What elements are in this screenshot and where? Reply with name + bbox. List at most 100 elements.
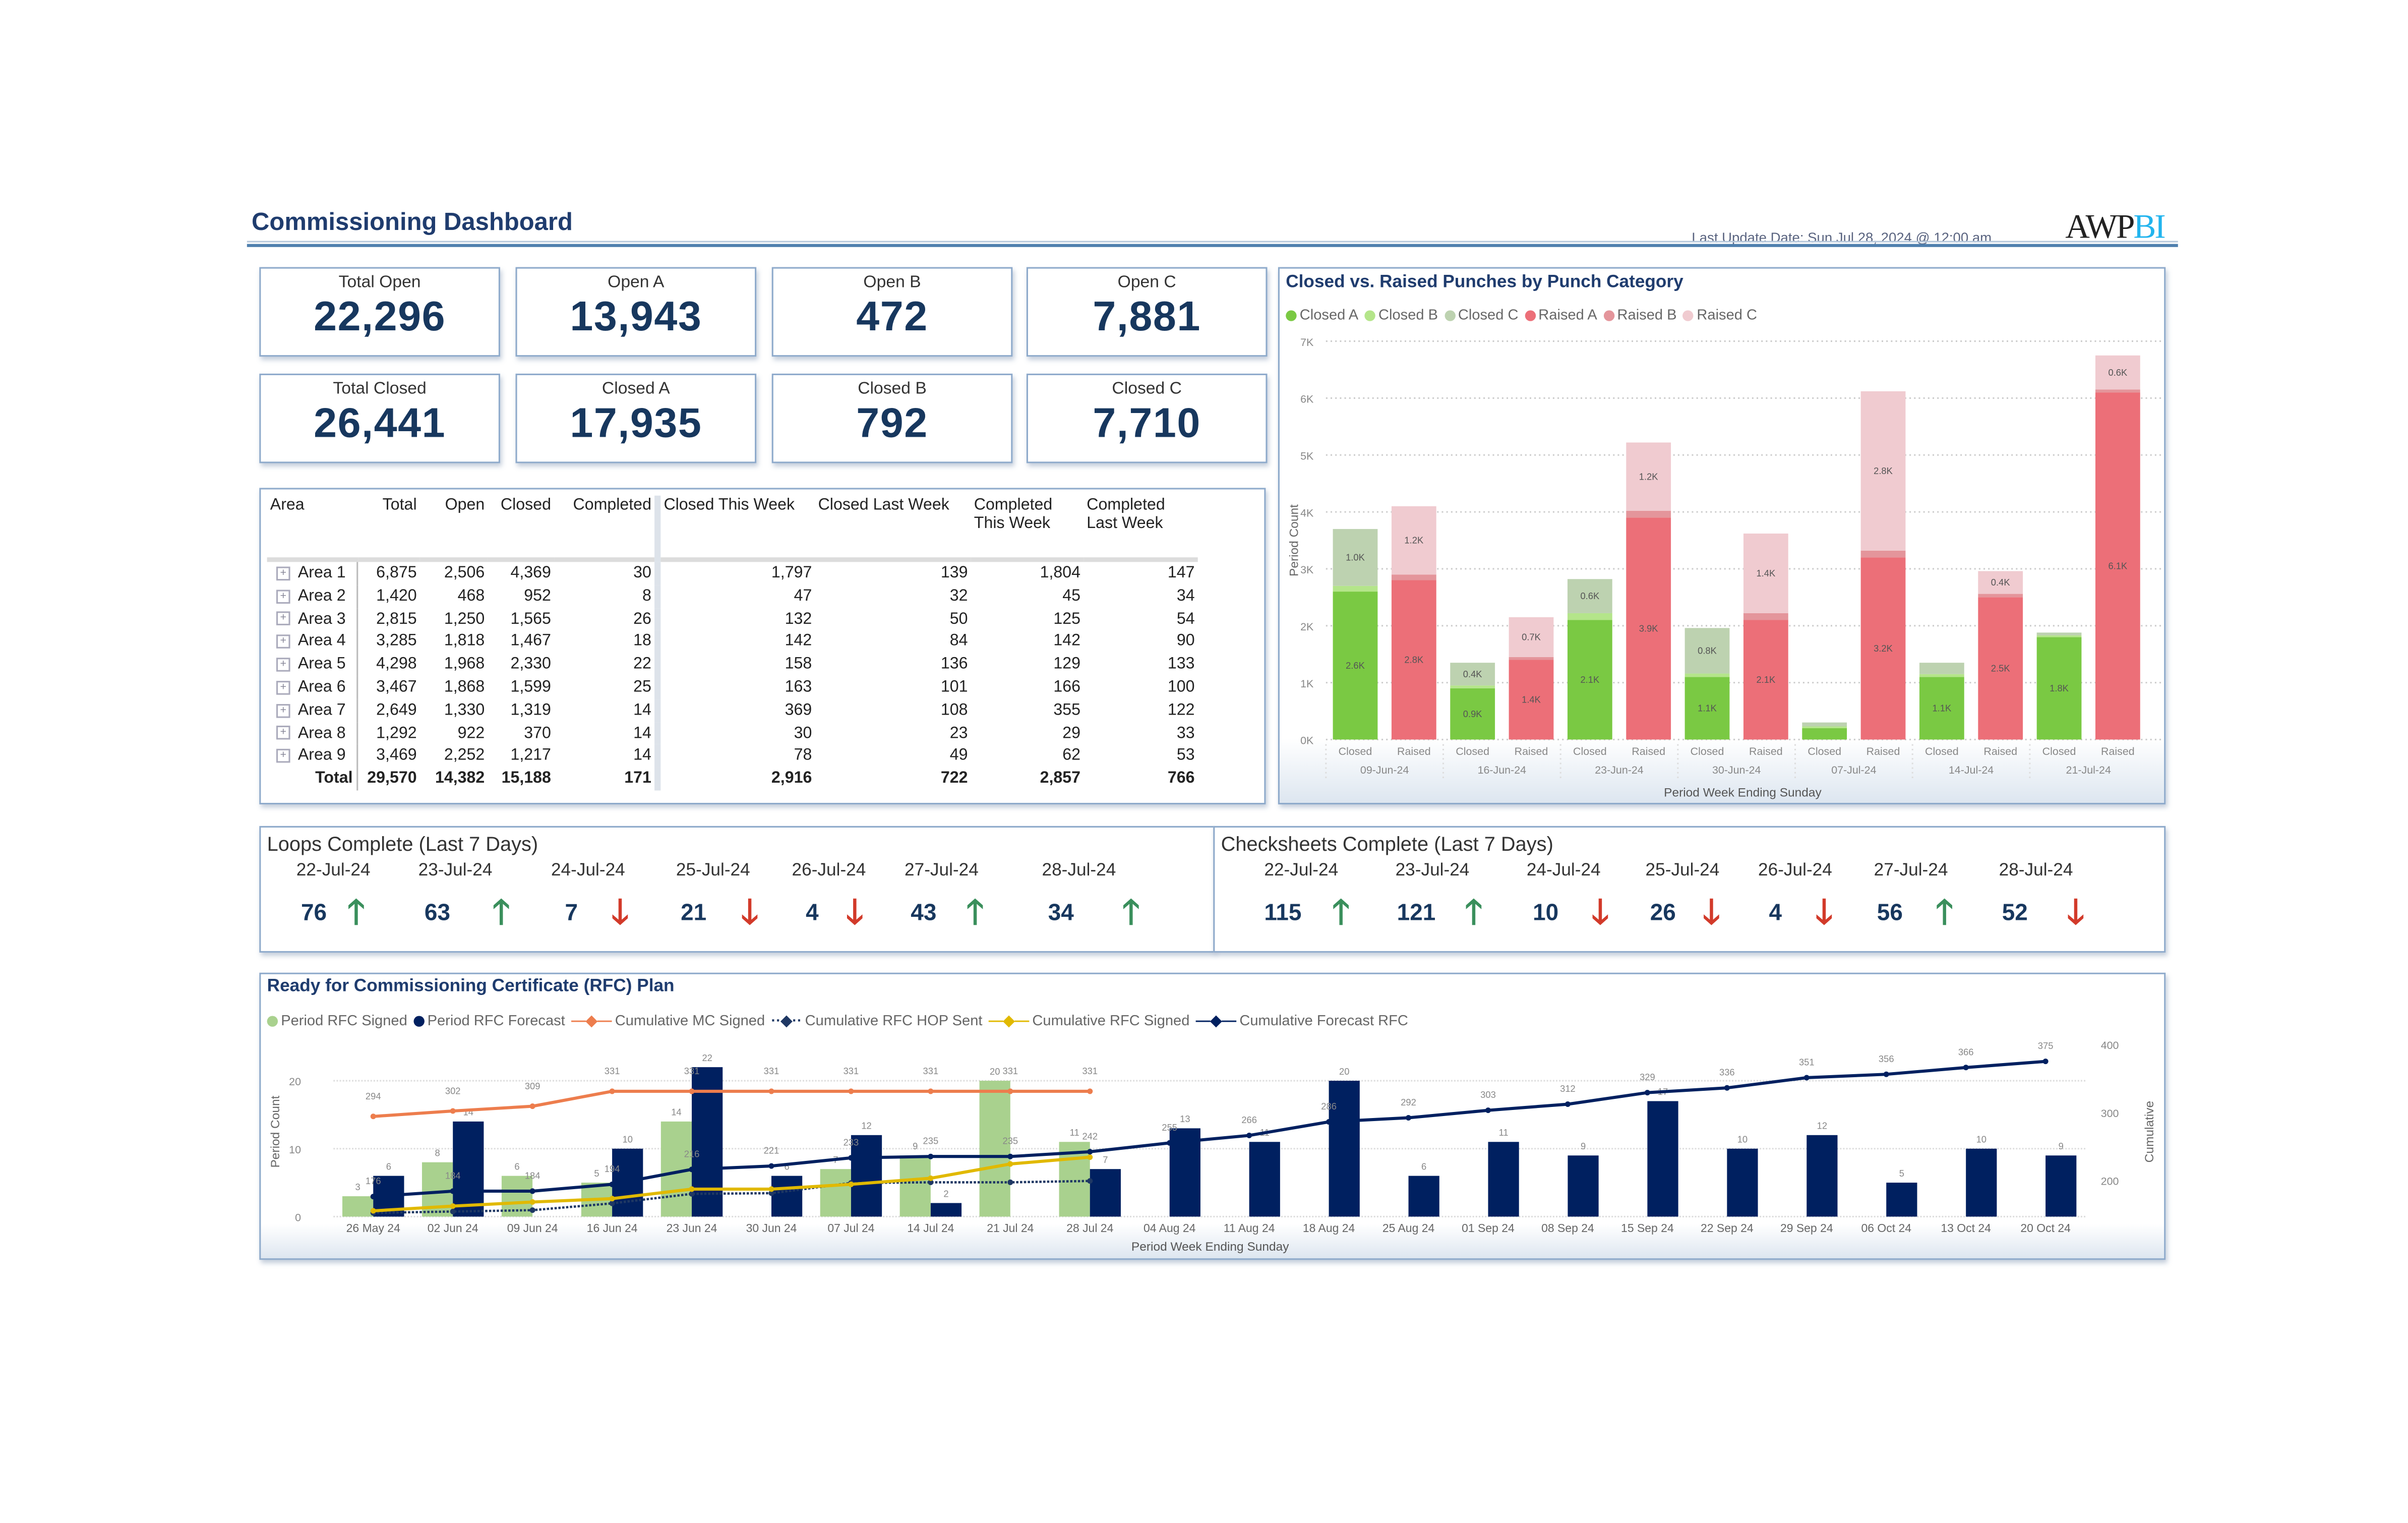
bar-period-rfc-forecast[interactable] <box>453 1121 484 1217</box>
bar-period-rfc-forecast[interactable] <box>1886 1183 1917 1217</box>
bar-raised-a[interactable] <box>2095 392 2140 740</box>
bar-period-rfc-forecast[interactable] <box>1488 1142 1519 1217</box>
bar-closed-c[interactable] <box>1567 579 1612 613</box>
bar-closed-a[interactable] <box>1567 620 1612 740</box>
expand-icon[interactable]: + <box>276 612 290 626</box>
column-header[interactable]: Closed Last Week <box>815 495 971 562</box>
bar-period-rfc-forecast[interactable] <box>1249 1142 1280 1217</box>
bar-period-rfc-forecast[interactable] <box>1966 1148 1997 1217</box>
bar-period-rfc-forecast[interactable] <box>851 1135 882 1217</box>
bar-raised-a[interactable] <box>1860 557 1906 740</box>
expand-icon[interactable]: + <box>276 749 290 763</box>
expand-icon[interactable]: + <box>276 657 290 672</box>
bar-raised-a[interactable] <box>1743 620 1788 740</box>
legend-item[interactable]: Raised B <box>1603 307 1677 324</box>
column-header[interactable]: Completed Last Week <box>1083 495 1198 562</box>
bar-period-rfc-forecast[interactable] <box>1568 1155 1599 1217</box>
line-cumulative-rfc-signed[interactable] <box>373 1155 1091 1213</box>
bar-raised-a[interactable] <box>1978 597 2023 740</box>
expand-icon[interactable]: + <box>276 703 290 718</box>
line-cumulative-mc-signed[interactable] <box>373 1089 1090 1118</box>
expand-icon[interactable]: + <box>276 566 290 580</box>
line-cumulative-forecast-rfc[interactable] <box>373 1060 2046 1198</box>
bar-raised-b[interactable] <box>1743 613 1788 620</box>
expand-icon[interactable]: + <box>276 589 290 603</box>
data-label: 8 <box>435 1147 440 1158</box>
legend-item[interactable]: —◆— Cumulative Forecast RFC <box>1196 1013 1408 1030</box>
expand-icon[interactable]: + <box>276 634 290 649</box>
bar-raised-b[interactable] <box>1391 574 1436 580</box>
bar-raised-a[interactable] <box>1509 660 1554 740</box>
bar-raised-c[interactable] <box>1860 391 1906 551</box>
bar-closed-b[interactable] <box>1919 674 1964 677</box>
legend-item[interactable]: Period RFC Signed <box>267 1013 407 1030</box>
bar-closed-a[interactable] <box>2036 637 2082 740</box>
line-cumulative-rfc-hop-sent[interactable] <box>373 1180 1090 1214</box>
column-header[interactable]: Completed This Week <box>971 495 1084 562</box>
bar-period-rfc-signed[interactable] <box>979 1081 1010 1217</box>
bar-raised-c[interactable] <box>2095 355 2140 390</box>
bar-period-rfc-signed[interactable] <box>899 1155 931 1217</box>
bar-raised-c[interactable] <box>1626 442 1671 511</box>
bar-raised-a[interactable] <box>1626 517 1671 740</box>
bar-period-rfc-forecast[interactable] <box>1329 1081 1360 1217</box>
bar-closed-a[interactable] <box>1684 677 1730 740</box>
bar-closed-b[interactable] <box>1450 685 1495 688</box>
bar-closed-b[interactable] <box>1802 726 1847 728</box>
bar-closed-c[interactable] <box>2036 632 2082 635</box>
bar-raised-b[interactable] <box>1978 594 2023 598</box>
column-header[interactable]: Closed This Week <box>657 495 815 562</box>
bar-closed-b[interactable] <box>1567 613 1612 620</box>
legend-item[interactable]: Raised A <box>1524 307 1597 324</box>
bar-closed-a[interactable] <box>1333 592 1378 740</box>
bar-period-rfc-forecast[interactable] <box>1727 1148 1758 1217</box>
expand-icon[interactable]: + <box>276 680 290 694</box>
bar-raised-b[interactable] <box>1509 657 1554 660</box>
bar-raised-b[interactable] <box>2095 389 2140 393</box>
column-header[interactable]: Closed <box>488 495 555 562</box>
bar-closed-c[interactable] <box>1333 529 1378 586</box>
column-header[interactable]: Total <box>356 495 420 562</box>
column-header[interactable]: Completed <box>554 495 661 562</box>
bar-raised-b[interactable] <box>1860 550 1906 558</box>
bar-raised-a[interactable] <box>1391 580 1436 740</box>
bar-raised-b[interactable] <box>1626 510 1671 518</box>
punch-chart-title: Closed vs. Raised Punches by Punch Categ… <box>1286 273 1683 292</box>
bar-closed-b[interactable] <box>2036 635 2082 637</box>
bar-closed-c[interactable] <box>1684 628 1730 674</box>
bar-period-rfc-signed[interactable] <box>820 1169 851 1217</box>
bar-period-rfc-forecast[interactable] <box>1807 1135 1838 1217</box>
bar-raised-c[interactable] <box>1978 571 2023 594</box>
bar-closed-b[interactable] <box>1333 585 1378 592</box>
legend-item[interactable]: Raised C <box>1682 307 1757 324</box>
legend-item[interactable]: ··◆·· Cumulative RFC HOP Sent <box>771 1013 982 1030</box>
last-update-date: Last Update Date: Sun Jul 28, 2024 @ 12:… <box>1692 230 1992 246</box>
bar-period-rfc-forecast[interactable] <box>1090 1169 1121 1217</box>
legend-item[interactable]: —◆— Cumulative MC Signed <box>571 1013 765 1030</box>
day-date: 22-Jul-24 <box>1264 861 1339 881</box>
legend-item[interactable]: Closed A <box>1286 307 1358 324</box>
bar-raised-c[interactable] <box>1743 533 1788 613</box>
bar-period-rfc-forecast[interactable] <box>930 1203 962 1217</box>
bar-period-rfc-forecast[interactable] <box>1647 1101 1678 1217</box>
bar-closed-c[interactable] <box>1919 663 1964 674</box>
legend-item[interactable]: Closed B <box>1364 307 1438 324</box>
bar-period-rfc-signed[interactable] <box>342 1196 374 1217</box>
bar-closed-a[interactable] <box>1919 677 1964 740</box>
column-header[interactable]: Open <box>419 495 488 562</box>
bar-period-rfc-forecast[interactable] <box>771 1176 803 1217</box>
bar-closed-a[interactable] <box>1802 728 1847 740</box>
bar-period-rfc-forecast[interactable] <box>1408 1176 1439 1217</box>
legend-item[interactable]: Closed C <box>1444 307 1519 324</box>
bar-period-rfc-forecast[interactable] <box>2045 1155 2077 1217</box>
bar-raised-c[interactable] <box>1509 617 1554 657</box>
expand-icon[interactable]: + <box>276 726 290 740</box>
bar-raised-c[interactable] <box>1391 506 1436 575</box>
bar-closed-a[interactable] <box>1450 688 1495 740</box>
bar-closed-b[interactable] <box>1684 673 1730 677</box>
bar-closed-c[interactable] <box>1802 722 1847 727</box>
legend-item[interactable]: —◆— Cumulative RFC Signed <box>989 1013 1190 1030</box>
column-header[interactable]: Area <box>267 495 357 562</box>
bar-closed-c[interactable] <box>1450 663 1495 686</box>
legend-item[interactable]: Period RFC Forecast <box>413 1013 565 1030</box>
